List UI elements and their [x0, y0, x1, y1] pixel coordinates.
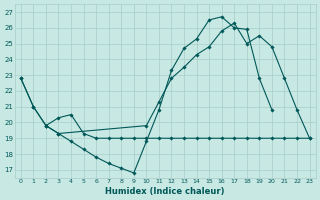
X-axis label: Humidex (Indice chaleur): Humidex (Indice chaleur)	[106, 187, 225, 196]
